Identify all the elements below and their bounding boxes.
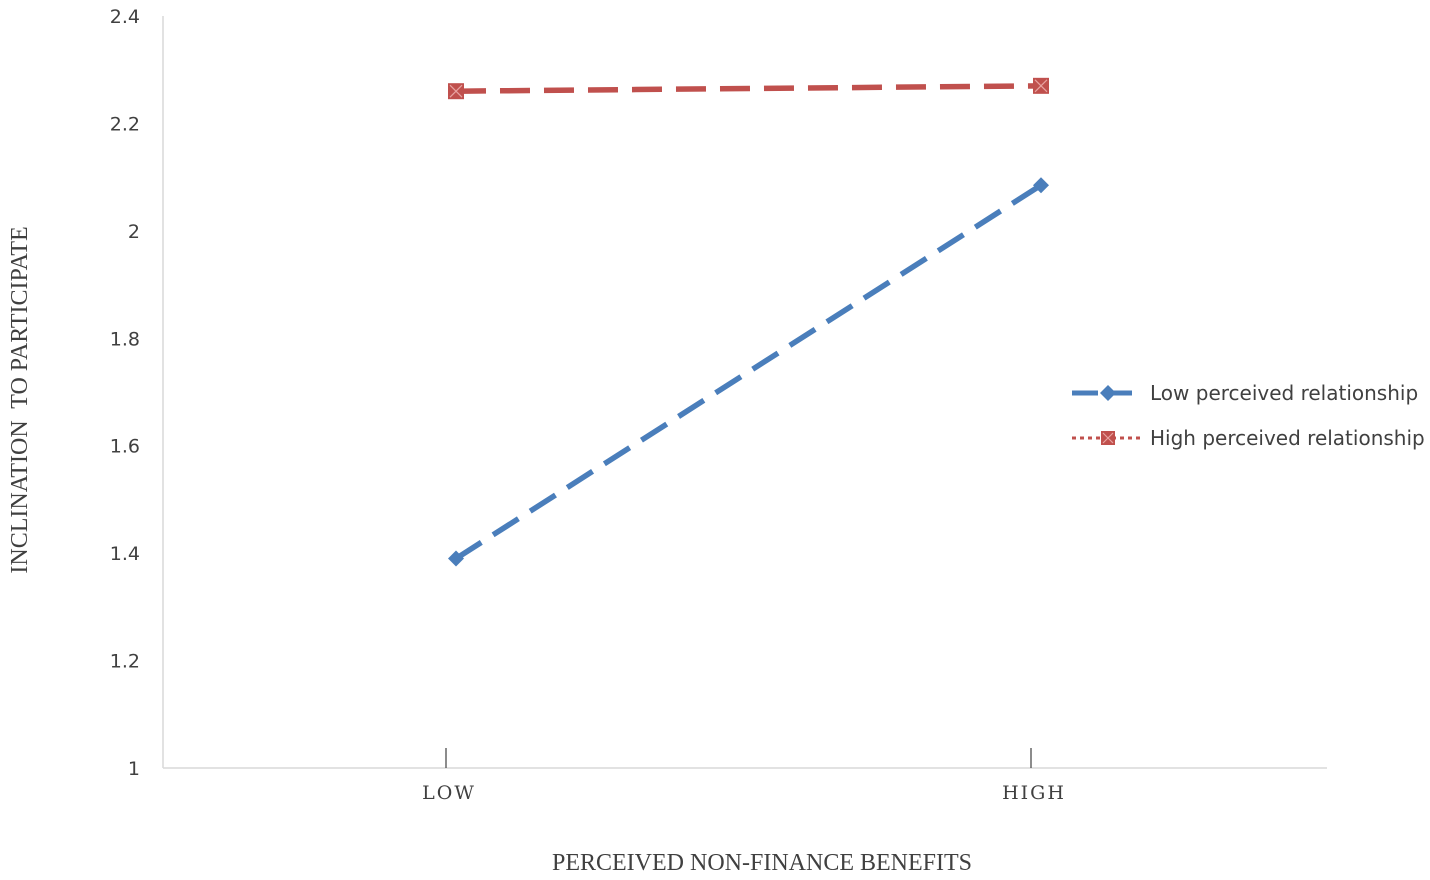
legend-item: High perceived relationship xyxy=(1072,426,1425,450)
x-tick-label: LOW xyxy=(422,782,476,804)
legend-item: Low perceived relationship xyxy=(1072,381,1418,405)
legend-label: Low perceived relationship xyxy=(1150,381,1418,405)
x-axis-ticks: LOW HIGH xyxy=(422,748,1066,804)
y-tick-label: 2.2 xyxy=(110,113,140,135)
series-1 xyxy=(448,77,1049,100)
legend: Low perceived relationship High perceived… xyxy=(1072,381,1425,450)
y-tick-label: 1.2 xyxy=(110,651,140,673)
x-tick-label: HIGH xyxy=(1002,782,1066,804)
y-tick-label: 1.4 xyxy=(110,543,140,565)
data-point-cross xyxy=(449,84,463,98)
series-0 xyxy=(448,177,1049,567)
series-layer xyxy=(448,77,1049,567)
y-tick-label: 1.6 xyxy=(110,436,140,458)
y-tick-label: 1.8 xyxy=(110,328,140,350)
data-point-cross xyxy=(1034,79,1048,93)
legend-label: High perceived relationship xyxy=(1150,426,1425,450)
data-point xyxy=(1033,177,1049,194)
y-tick-label: 1 xyxy=(128,758,140,780)
legend-marker-cross xyxy=(1102,432,1114,444)
x-axis-title: PERCEIVED NON-FINANCE BENEFITS xyxy=(552,850,972,876)
series-line xyxy=(455,83,1042,94)
data-point xyxy=(448,550,464,567)
chart-axes xyxy=(162,16,1327,769)
y-tick-label: 2 xyxy=(128,221,140,243)
series-line xyxy=(454,182,1043,561)
y-axis-ticks: 1 1.2 1.4 1.6 1.8 2 2.2 2.4 xyxy=(110,6,140,780)
y-axis-title: INCLINATION TO PARTICIPATE xyxy=(7,226,33,573)
y-tick-label: 2.4 xyxy=(110,6,140,28)
legend-marker xyxy=(1100,385,1116,401)
